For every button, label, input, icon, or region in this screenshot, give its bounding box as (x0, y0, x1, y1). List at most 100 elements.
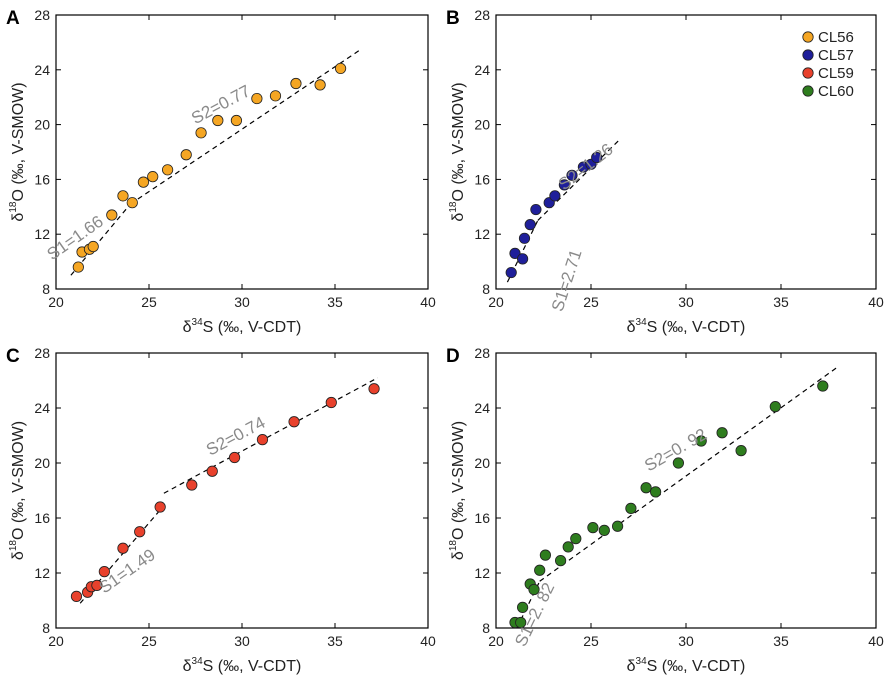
data-point-cl59 (228, 451, 241, 464)
x-tick-label: 35 (327, 633, 343, 649)
data-point-cl57 (530, 203, 542, 216)
y-tick-label: 24 (34, 400, 50, 416)
x-axis-label-sup: 34 (636, 317, 648, 328)
y-tick-label: 12 (474, 226, 490, 242)
x-tick-label: 40 (420, 294, 436, 310)
x-axis-label-delta: δ (627, 319, 636, 336)
x-axis-label-rest: S (‰, V-CDT) (203, 319, 302, 336)
y-tick-label: 28 (34, 7, 50, 23)
y-tick-label: 16 (34, 510, 50, 526)
legend-label: CL60 (818, 83, 854, 100)
data-point-cl59 (91, 579, 103, 591)
data-point-cl56 (117, 190, 129, 202)
x-axis-label-sup: 34 (636, 656, 648, 667)
data-point-cl60 (587, 522, 599, 534)
data-point-cl57 (566, 169, 578, 181)
data-point-cl56 (162, 164, 174, 176)
data-point-cl59 (368, 383, 380, 395)
panel-letter: D (446, 346, 460, 367)
data-point-cl59 (154, 501, 166, 513)
data-point-cl59 (70, 590, 83, 602)
slope-annotation: S1=2.71 (548, 247, 586, 314)
y-axis-label-rest: O (‰, V-SMOW) (10, 82, 27, 201)
x-tick-label: 25 (583, 294, 599, 310)
y-tick-label: 16 (34, 171, 50, 187)
data-point-cl60 (649, 486, 662, 498)
data-point-cl56 (334, 62, 347, 75)
slope-annotation: S1=1.66 (44, 212, 107, 264)
data-point-cl59 (325, 396, 337, 409)
y-tick-label: 20 (474, 117, 490, 133)
y-axis-label-delta: δ (450, 213, 467, 222)
data-point-cl56 (137, 176, 150, 188)
y-axis-label: δ18O (‰, V-SMOW) (448, 421, 467, 560)
x-tick-label: 30 (234, 294, 250, 310)
data-point-cl60 (695, 435, 707, 447)
legend-label: CL57 (818, 47, 854, 64)
y-tick-label: 20 (34, 455, 50, 471)
legend-marker (802, 49, 814, 61)
x-axis-label-rest: S (‰, V-CDT) (203, 658, 302, 675)
panel-letter: B (446, 8, 460, 29)
x-tick-label: 40 (868, 294, 884, 310)
x-axis-label-rest: S (‰, V-CDT) (647, 658, 746, 675)
data-point-cl57 (549, 190, 561, 202)
y-tick-label: 24 (474, 62, 490, 78)
x-axis-label-rest: S (‰, V-CDT) (647, 319, 746, 336)
y-axis-label-sup: 18 (8, 201, 19, 213)
x-axis-label-delta: δ (183, 658, 192, 675)
plot-frame (55, 14, 429, 290)
data-point-cl59 (134, 526, 146, 538)
data-point-cl57 (516, 253, 529, 265)
data-point-cl60 (817, 380, 829, 392)
data-point-cl56 (314, 79, 326, 91)
x-axis-label-delta: δ (627, 658, 636, 675)
x-tick-label: 20 (48, 633, 64, 649)
data-point-cl59 (206, 465, 218, 477)
x-tick-label: 40 (868, 633, 884, 649)
data-point-cl56 (87, 240, 99, 253)
y-tick-label: 16 (474, 510, 490, 526)
x-tick-label: 25 (141, 633, 157, 649)
y-tick-label: 16 (474, 171, 490, 187)
fit-line (70, 203, 131, 276)
data-point-cl59 (288, 416, 300, 428)
legend-marker (802, 67, 814, 79)
y-tick-label: 12 (34, 565, 50, 581)
y-axis-label: δ18O (‰, V-SMOW) (8, 82, 27, 221)
data-point-cl59 (256, 434, 269, 446)
y-axis-label: δ18O (‰, V-SMOW) (8, 421, 27, 560)
data-point-cl57 (524, 219, 536, 231)
data-point-cl57 (509, 247, 521, 259)
data-point-cl57 (505, 266, 517, 279)
data-point-cl56 (180, 149, 192, 161)
y-axis-label: δ18O (‰, V-SMOW) (448, 82, 467, 221)
y-tick-label: 24 (34, 62, 50, 78)
data-point-cl60 (562, 541, 574, 553)
legend-marker (802, 31, 814, 43)
data-point-cl56 (251, 92, 263, 105)
slope-annotation: S2=1.26 (555, 140, 617, 194)
y-axis-label-sup: 18 (448, 201, 459, 213)
data-point-cl60 (534, 564, 546, 576)
y-tick-label: 28 (34, 345, 50, 361)
data-point-cl57 (591, 151, 603, 164)
x-axis-label: δ34S (‰, V-CDT) (627, 656, 746, 675)
x-tick-label: 35 (327, 294, 343, 310)
y-axis-label-sup: 18 (8, 540, 19, 552)
data-point-cl59 (98, 566, 110, 578)
x-tick-label: 20 (48, 294, 64, 310)
y-tick-label: 20 (34, 117, 50, 133)
data-point-cl60 (516, 601, 529, 613)
x-tick-label: 25 (141, 294, 157, 310)
x-tick-label: 30 (678, 294, 694, 310)
data-point-cl60 (716, 427, 728, 439)
data-point-cl56 (269, 90, 282, 102)
data-point-cl60 (528, 583, 540, 596)
x-tick-label: 30 (678, 633, 694, 649)
data-point-cl60 (672, 457, 685, 469)
y-tick-label: 8 (482, 281, 490, 297)
x-tick-label: 25 (583, 633, 599, 649)
